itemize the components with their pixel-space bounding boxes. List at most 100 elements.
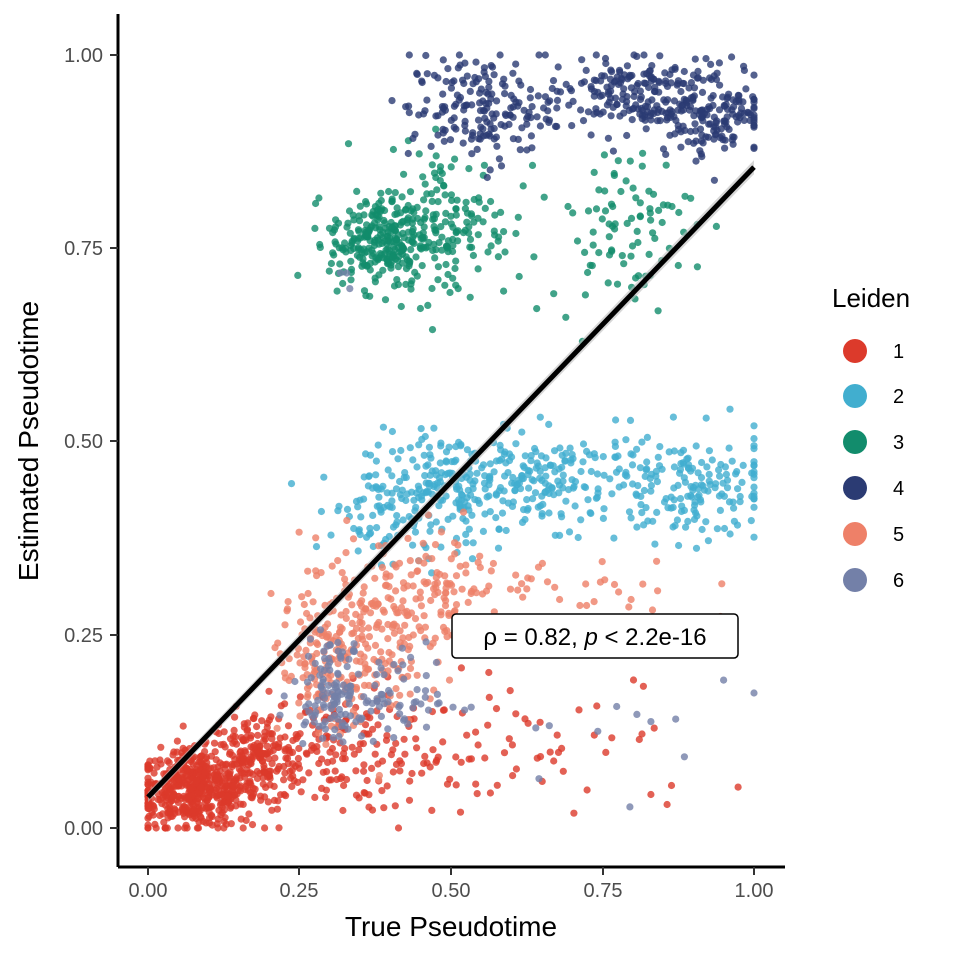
- data-point: [451, 264, 459, 273]
- data-point: [742, 85, 750, 93]
- data-point: [636, 87, 645, 95]
- data-point: [605, 90, 613, 98]
- data-point: [294, 760, 302, 768]
- data-point: [524, 504, 532, 513]
- data-point: [750, 445, 758, 453]
- data-point: [388, 448, 397, 456]
- data-point: [553, 104, 561, 112]
- data-point: [512, 765, 521, 773]
- data-point: [677, 87, 685, 96]
- data-point: [692, 137, 700, 145]
- data-point: [415, 485, 423, 493]
- data-point: [474, 558, 482, 567]
- data-point: [410, 698, 418, 707]
- data-point: [467, 703, 475, 711]
- data-point: [438, 233, 446, 241]
- data-point: [220, 728, 228, 736]
- data-point: [653, 478, 662, 486]
- data-point: [703, 463, 711, 471]
- data-point: [380, 671, 388, 679]
- data-point: [428, 569, 436, 577]
- y-tick-label: 0.75: [64, 238, 103, 260]
- data-point: [356, 618, 364, 627]
- data-point: [327, 259, 335, 268]
- data-point: [428, 326, 437, 334]
- data-point: [362, 450, 370, 458]
- data-point: [457, 758, 465, 766]
- data-point: [453, 196, 461, 204]
- data-point: [391, 605, 399, 613]
- data-point: [628, 242, 637, 250]
- data-point: [197, 752, 205, 761]
- data-point: [485, 481, 493, 489]
- data-point: [490, 71, 498, 79]
- data-point: [512, 571, 520, 579]
- data-point: [565, 528, 574, 536]
- data-point: [750, 104, 758, 113]
- data-point: [385, 648, 393, 657]
- data-point: [680, 753, 689, 761]
- data-point: [465, 165, 473, 173]
- data-point: [431, 254, 439, 262]
- data-point: [562, 313, 570, 321]
- data-point: [446, 775, 454, 783]
- data-point: [263, 723, 271, 732]
- data-point: [536, 753, 545, 761]
- series-3-points: [294, 125, 721, 345]
- data-point: [474, 496, 482, 504]
- data-point: [379, 228, 387, 236]
- data-point: [700, 486, 709, 494]
- data-point: [592, 105, 600, 113]
- data-point: [452, 781, 460, 789]
- data-point: [386, 572, 394, 580]
- data-point: [354, 237, 362, 245]
- data-point: [519, 182, 527, 190]
- data-point: [422, 207, 430, 215]
- data-point: [388, 97, 396, 105]
- data-point: [397, 760, 405, 768]
- data-point: [241, 747, 249, 755]
- data-point: [452, 572, 461, 580]
- data-point: [377, 189, 385, 197]
- data-point: [312, 543, 321, 551]
- data-point: [206, 776, 214, 784]
- data-point: [698, 525, 706, 534]
- data-point: [246, 777, 254, 785]
- data-point: [495, 233, 503, 241]
- data-point: [360, 495, 368, 503]
- data-point: [383, 489, 391, 497]
- data-point: [329, 757, 337, 765]
- data-point: [294, 754, 302, 763]
- data-point: [421, 180, 429, 188]
- data-point: [444, 270, 452, 279]
- data-point: [375, 199, 383, 207]
- data-point: [534, 92, 542, 100]
- data-point: [394, 455, 402, 463]
- data-point: [623, 219, 631, 227]
- data-point: [332, 751, 340, 759]
- data-point: [398, 644, 406, 652]
- data-point: [267, 713, 275, 721]
- data-point: [638, 438, 646, 446]
- data-point: [378, 625, 386, 633]
- data-point: [643, 458, 651, 466]
- data-point: [536, 502, 545, 510]
- data-point: [406, 444, 414, 452]
- data-point: [526, 94, 534, 102]
- data-point: [152, 824, 160, 832]
- data-point: [592, 205, 601, 213]
- data-point: [733, 468, 741, 476]
- data-point: [393, 511, 401, 520]
- data-point: [587, 467, 595, 476]
- data-point: [392, 685, 400, 693]
- data-point: [439, 738, 447, 746]
- data-point: [667, 781, 676, 790]
- data-point: [426, 527, 434, 535]
- data-point: [163, 757, 172, 765]
- data-point: [355, 746, 363, 754]
- data-point: [622, 102, 630, 110]
- data-point: [494, 544, 503, 552]
- y-tick-label: 0.00: [64, 818, 103, 840]
- data-point: [413, 567, 421, 576]
- data-point: [375, 776, 383, 784]
